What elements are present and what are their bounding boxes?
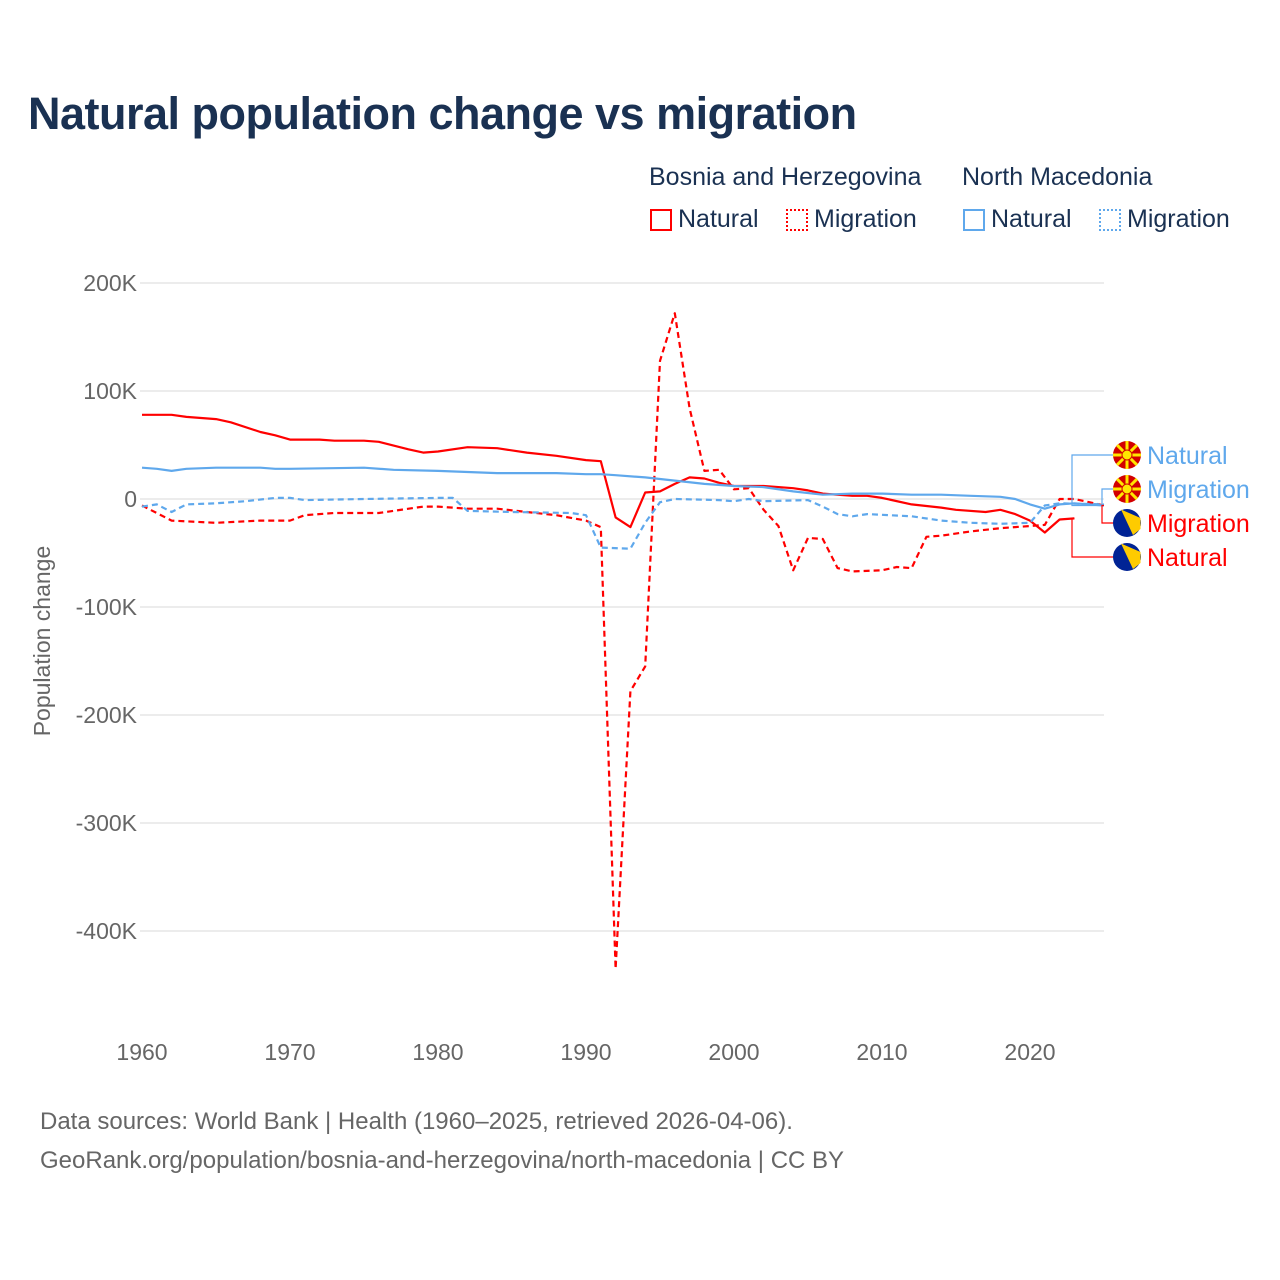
label-connector [1101,504,1114,524]
label-connector [1071,454,1114,507]
legend-bosnia-migration[interactable]: Migration [786,205,917,234]
flag-sun [1121,449,1133,461]
series-line-bosnia-and-herzegovina-natural [142,413,1075,534]
label-connector [1101,488,1114,505]
footer-link[interactable]: GeoRank.org/population/bosnia-and-herzeg… [40,1147,845,1174]
flag-sun [1121,483,1133,495]
x-tick-label: 1970 [264,1039,315,1065]
dotted-swatch-icon [786,208,808,231]
series-line-north-macedonia-natural [141,466,1105,510]
x-tick-label: 2020 [1004,1039,1055,1065]
footer-sources: Data sources: World Bank | Health (1960–… [40,1108,793,1135]
chart-title: Natural population change vs migration [28,88,857,139]
dotted-swatch-icon [1099,208,1121,231]
series-line-bosnia-and-herzegovina-migration [141,312,1105,970]
legend-group-bosnia: Bosnia and Herzegovina [649,163,922,191]
end-label: Migration [1147,476,1250,504]
legend-macedonia-migration[interactable]: Migration [1099,205,1230,234]
flag-triangle [1121,543,1141,569]
end-label: Natural [1147,442,1228,470]
x-tick-label: 1960 [116,1039,167,1065]
legend-label: Natural [991,205,1072,233]
label-connector [1071,517,1114,558]
y-tick-label: -100K [76,594,138,620]
series-line-north-macedonia-migration [141,496,1105,550]
legend-label: Migration [1127,205,1230,233]
solid-swatch-icon [963,208,985,231]
legend-group-macedonia: North Macedonia [962,163,1153,191]
end-label: Natural [1147,544,1228,572]
x-tick-label: 1990 [560,1039,611,1065]
legend-label: Migration [814,205,917,233]
x-tick-label: 2010 [856,1039,907,1065]
x-tick-label: 2000 [708,1039,759,1065]
y-tick-label: 100K [83,378,137,404]
y-tick-label: 200K [83,270,137,296]
y-tick-label: -200K [76,702,138,728]
x-tick-label: 1980 [412,1039,463,1065]
end-label: Migration [1147,510,1250,538]
legend-bosnia-natural[interactable]: Natural [650,205,759,234]
legend-macedonia-natural[interactable]: Natural [963,205,1072,234]
y-tick-label: 0 [124,486,137,512]
y-tick-label: -300K [76,810,138,836]
y-tick-label: -400K [76,918,138,944]
solid-swatch-icon [650,208,672,231]
flag-triangle [1121,509,1141,535]
legend-label: Natural [678,205,759,233]
y-axis-label: Population change [29,546,55,737]
